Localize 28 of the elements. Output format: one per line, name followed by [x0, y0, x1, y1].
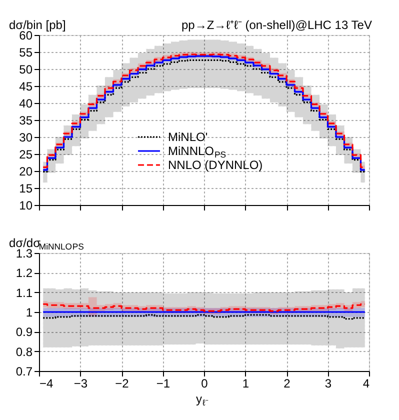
y-tick-label: 55	[19, 46, 33, 60]
y-tick-label: 45	[19, 80, 33, 94]
x-tick-label: −3	[74, 376, 88, 390]
y-tick-label: 20	[19, 164, 33, 178]
y-tick-label: 0.7	[16, 364, 33, 378]
x-tick-label: 3	[324, 376, 332, 390]
y-tick-label: 1	[26, 306, 33, 320]
x-tick-label: 2	[284, 376, 291, 390]
legend-label: NNLO (DYNNLO)	[168, 158, 263, 172]
x-tick-label: 4	[362, 376, 370, 390]
y-tick-label: 1.1	[16, 286, 33, 300]
y-tick-label: 25	[19, 148, 33, 162]
x-tick-label: −1	[156, 376, 170, 390]
x-tick-label: 1	[242, 376, 250, 390]
y-tick-label: 0.9	[16, 325, 33, 340]
x-tick-label: 0	[201, 376, 208, 390]
y-tick-label: 35	[19, 114, 33, 128]
x-tick-label: −4	[40, 376, 54, 390]
y-tick-label: 30	[19, 130, 33, 144]
y-tick-label: 1.2	[16, 266, 33, 280]
y-tick-label: 0.8	[16, 344, 33, 359]
y-tick-label: 10	[19, 198, 33, 212]
x-tick-label: −2	[115, 376, 130, 390]
y-tick-label: 15	[19, 182, 33, 196]
y-tick-label: 50	[19, 62, 33, 76]
chart-title: pp→Z→ℓ⁺ℓ⁻ (on-shell)@LHC 13 TeV	[181, 18, 372, 32]
legend-label: MiNLO'	[168, 130, 208, 144]
y-tick-label: 40	[19, 96, 33, 110]
